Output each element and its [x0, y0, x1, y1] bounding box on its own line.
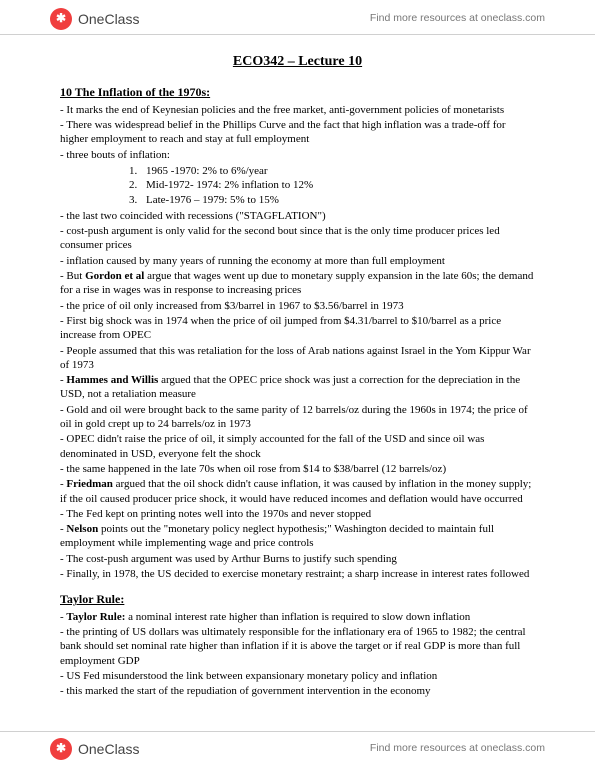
body-line: - The cost-push argument was used by Art… [60, 552, 535, 566]
body-line: - There was widespread belief in the Phi… [60, 118, 535, 147]
body-line: - the same happened in the late 70s when… [60, 462, 535, 476]
body-line: - Taylor Rule: a nominal interest rate h… [60, 610, 535, 624]
brand-name: OneClass [78, 10, 139, 28]
body-line: - the last two coincided with recessions… [60, 209, 535, 223]
body-line: - this marked the start of the repudiati… [60, 684, 535, 698]
body-line: - First big shock was in 1974 when the p… [60, 314, 535, 343]
body-line: - US Fed misunderstood the link between … [60, 669, 535, 683]
body-line: - the price of oil only increased from $… [60, 299, 535, 313]
body-line: - Nelson points out the "monetary policy… [60, 522, 535, 551]
logo-mark-icon: ✱ [50, 738, 72, 760]
brand-logo[interactable]: ✱ OneClass [50, 8, 139, 30]
body-line: - the printing of US dollars was ultimat… [60, 625, 535, 668]
footer-tagline[interactable]: Find more resources at oneclass.com [370, 742, 545, 756]
ordered-list: 1965 -1970: 2% to 6%/yearMid-1972- 1974:… [140, 164, 535, 207]
page-footer: ✱ OneClass Find more resources at onecla… [0, 731, 595, 770]
page-header: ✱ OneClass Find more resources at onecla… [0, 0, 595, 35]
body-line: - Finally, in 1978, the US decided to ex… [60, 567, 535, 581]
list-item: 1965 -1970: 2% to 6%/year [140, 164, 535, 178]
logo-mark-icon: ✱ [50, 8, 72, 30]
body-line: - cost-push argument is only valid for t… [60, 224, 535, 253]
section-heading: 10 The Inflation of the 1970s: [60, 85, 535, 101]
body-line: - Friedman argued that the oil shock did… [60, 477, 535, 506]
list-item: Mid-1972- 1974: 2% inflation to 12% [140, 178, 535, 192]
section-heading: Taylor Rule: [60, 592, 535, 608]
body-line: - three bouts of inflation: [60, 148, 535, 162]
body-line: - People assumed that this was retaliati… [60, 344, 535, 373]
body-line: - Hammes and Willis argued that the OPEC… [60, 373, 535, 402]
body-line: - OPEC didn't raise the price of oil, it… [60, 432, 535, 461]
body-line: - But Gordon et al argue that wages went… [60, 269, 535, 298]
section: Taylor Rule: - Taylor Rule: a nominal int… [60, 592, 535, 698]
list-item: Late-1976 – 1979: 5% to 15% [140, 193, 535, 207]
page-title: ECO342 – Lecture 10 [60, 53, 535, 71]
body-line: - The Fed kept on printing notes well in… [60, 507, 535, 521]
brand-name-footer: OneClass [78, 740, 139, 758]
document-body: ECO342 – Lecture 10 10 The Inflation of … [0, 35, 595, 710]
header-tagline[interactable]: Find more resources at oneclass.com [370, 12, 545, 26]
body-line: - inflation caused by many years of runn… [60, 254, 535, 268]
body-line: - It marks the end of Keynesian policies… [60, 103, 535, 117]
body-line: - Gold and oil were brought back to the … [60, 403, 535, 432]
brand-logo-footer[interactable]: ✱ OneClass [50, 738, 139, 760]
section: 10 The Inflation of the 1970s: - It marks… [60, 85, 535, 581]
